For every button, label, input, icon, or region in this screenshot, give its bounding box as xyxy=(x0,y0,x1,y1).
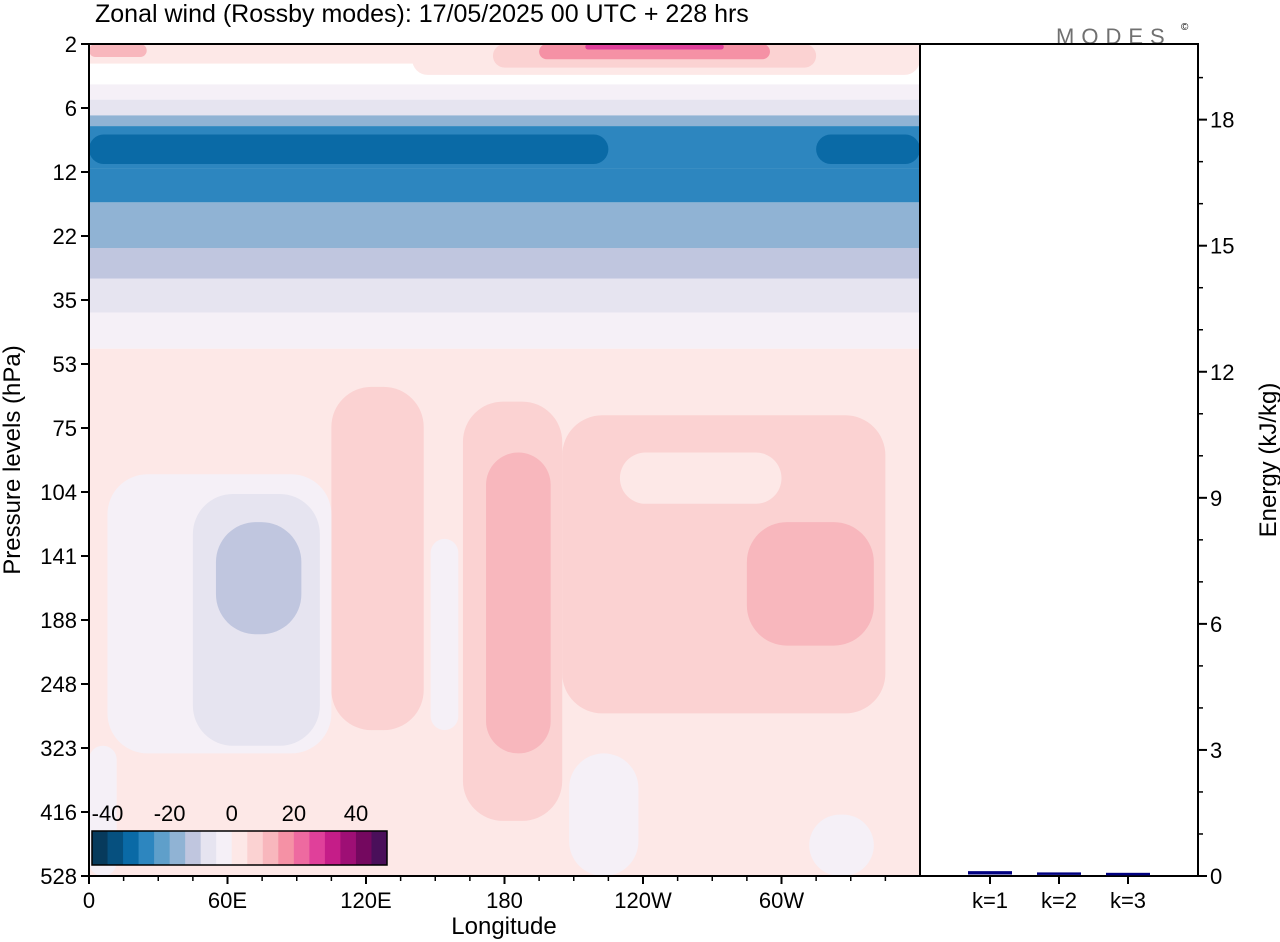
x-tick-label: 180 xyxy=(486,888,523,913)
energy-tick-label: 15 xyxy=(1210,234,1234,259)
field-region xyxy=(331,386,424,731)
field-region xyxy=(89,202,920,248)
colorbar-swatch xyxy=(371,831,388,865)
field-region xyxy=(585,44,724,50)
colorbar-tick-label: -20 xyxy=(154,801,186,826)
y-tick-label: 53 xyxy=(53,352,77,377)
heatmap-field xyxy=(89,44,920,876)
energy-frame xyxy=(919,43,1199,877)
x-tick-label: 60E xyxy=(208,888,247,913)
field-region xyxy=(816,134,920,164)
colorbar-swatch xyxy=(324,831,341,865)
colorbar-tick-label: 0 xyxy=(226,801,238,826)
energy-tick-label: 18 xyxy=(1210,108,1234,133)
energy-tick-label: 0 xyxy=(1210,864,1222,889)
energy-category-label: k=1 xyxy=(972,888,1008,913)
energy-category-label: k=3 xyxy=(1110,888,1146,913)
modes-logo-mark: © xyxy=(1181,22,1189,33)
x-tick-label: 60W xyxy=(759,888,804,913)
y-axis-label: Pressure levels (hPa) xyxy=(0,345,26,574)
y-tick-label: 416 xyxy=(40,800,77,825)
colorbar-swatch xyxy=(138,831,155,865)
colorbar-swatch xyxy=(216,831,233,865)
colorbar-swatch xyxy=(247,831,264,865)
colorbar-swatch xyxy=(123,831,140,865)
colorbar-tick-label: 40 xyxy=(344,801,368,826)
field-region xyxy=(89,84,920,100)
y-tick-label: 104 xyxy=(40,480,77,505)
colorbar-tick-label: -40 xyxy=(92,801,124,826)
colorbar-swatch xyxy=(185,831,202,865)
y-tick-label: 141 xyxy=(40,544,77,569)
colorbar-swatch xyxy=(309,831,326,865)
field-region xyxy=(809,814,874,876)
colorbar-swatch xyxy=(340,831,357,865)
energy-bar xyxy=(968,871,1012,875)
colorbar-swatch xyxy=(107,831,124,865)
field-region xyxy=(89,115,920,127)
y-tick-label: 188 xyxy=(40,608,77,633)
field-regions xyxy=(89,44,920,876)
modes-logo-text: MODES xyxy=(1056,24,1172,49)
x-tick-label: 0 xyxy=(83,888,95,913)
y-tick-label: 35 xyxy=(53,288,77,313)
x-axis-label: Longitude xyxy=(451,913,556,940)
energy-tick-label: 12 xyxy=(1210,360,1234,385)
field-region xyxy=(89,44,147,57)
colorbar-tick-label: 20 xyxy=(282,801,306,826)
energy-tick-label: 6 xyxy=(1210,612,1222,637)
energy-panel: 0 3 6 9 12 15 18 k=1 k=2 k=3 xyxy=(919,43,1234,913)
y-tick-label: 323 xyxy=(40,736,77,761)
colorbar-swatch xyxy=(293,831,310,865)
field-region xyxy=(430,538,459,731)
y-tick-label: 75 xyxy=(53,416,77,441)
colorbar-swatch xyxy=(262,831,279,865)
y-tick-label: 22 xyxy=(53,224,77,249)
field-region xyxy=(569,753,639,876)
energy-tick-label: 9 xyxy=(1210,486,1222,511)
colorbar-swatch xyxy=(154,831,171,865)
energy-bar xyxy=(1037,872,1081,875)
chart-title: Zonal wind (Rossby modes): 17/05/2025 00… xyxy=(95,0,749,28)
field-region xyxy=(89,312,920,349)
colorbar-swatch xyxy=(92,831,109,865)
energy-category-label: k=2 xyxy=(1041,888,1077,913)
x-tick-label: 120W xyxy=(614,888,672,913)
x-tick-label: 120E xyxy=(340,888,391,913)
field-region xyxy=(89,99,920,116)
colorbar-swatch xyxy=(200,831,217,865)
field-region xyxy=(89,168,920,203)
colorbar-swatch xyxy=(278,831,295,865)
y-tick-label: 248 xyxy=(40,672,77,697)
energy-bar xyxy=(1106,872,1150,876)
field-region xyxy=(746,522,874,646)
field-region xyxy=(89,247,920,279)
field-region xyxy=(215,522,302,635)
energy-tick-label: 3 xyxy=(1210,738,1222,763)
y-tick-label: 528 xyxy=(40,864,77,889)
field-region xyxy=(89,278,920,313)
colorbar-swatch xyxy=(231,831,248,865)
energy-axis-label: Energy (kJ/kg) xyxy=(1255,383,1280,538)
colorbar-swatch xyxy=(169,831,186,865)
y-tick-label: 6 xyxy=(65,96,77,121)
colorbar-swatch xyxy=(355,831,372,865)
field-region xyxy=(619,452,782,504)
field-region xyxy=(486,452,551,754)
colorbar-frame xyxy=(91,830,388,866)
y-tick-label: 2 xyxy=(65,32,77,57)
y-tick-label: 12 xyxy=(53,160,77,185)
field-region xyxy=(89,134,609,164)
colorbar: -40 -20 0 20 40 xyxy=(91,801,388,866)
